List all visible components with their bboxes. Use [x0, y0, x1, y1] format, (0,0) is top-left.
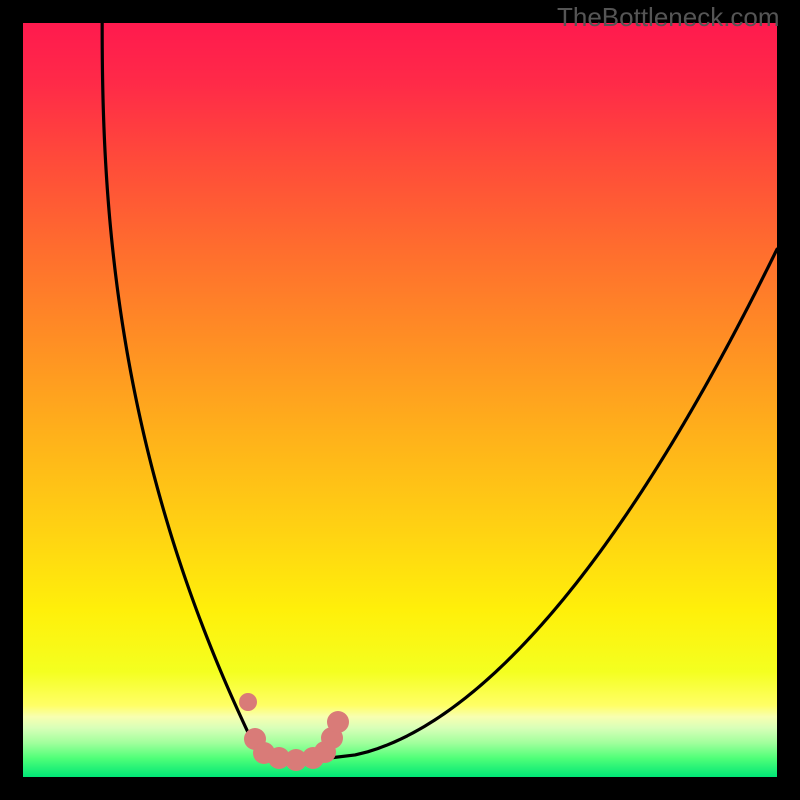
- stage: TheBottleneck.com: [0, 0, 800, 800]
- chart-frame: [0, 0, 800, 800]
- watermark-text: TheBottleneck.com: [557, 2, 780, 33]
